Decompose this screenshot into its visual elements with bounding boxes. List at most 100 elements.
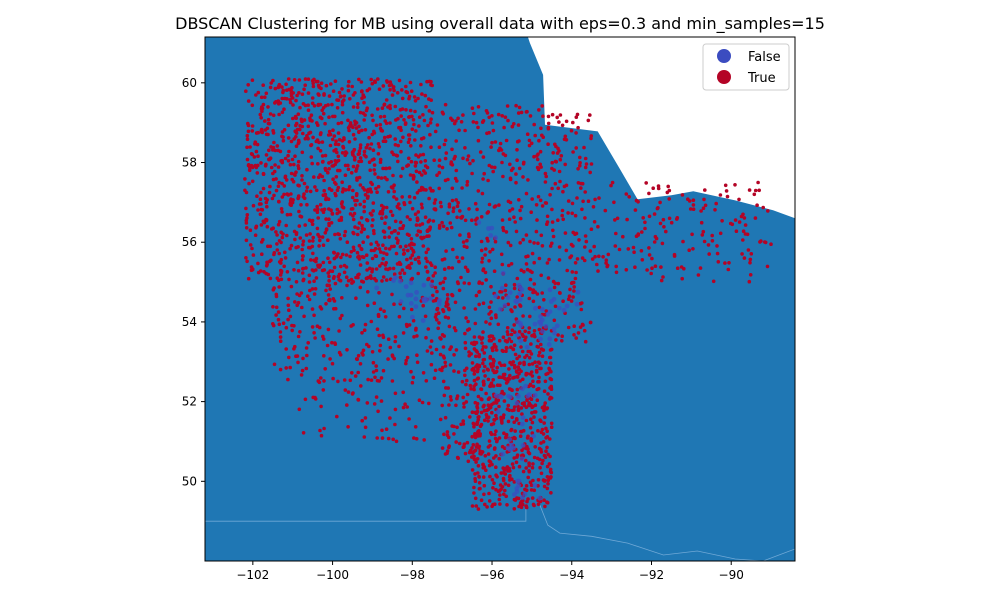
point-true-800	[382, 103, 387, 107]
point-true-174	[247, 168, 252, 172]
point-true-2852	[447, 444, 452, 448]
point-true-2659	[525, 398, 529, 403]
point-true-2663	[519, 505, 524, 510]
point-true-840	[322, 207, 327, 212]
point-true-1894	[478, 150, 483, 154]
point-true-349	[271, 226, 276, 230]
point-true-180	[346, 118, 350, 123]
point-true-2015	[592, 244, 596, 249]
point-true-1375	[374, 364, 379, 368]
point-true-337	[360, 128, 364, 133]
point-true-672	[413, 212, 418, 216]
point-true-423	[280, 96, 285, 101]
point-true-1979	[573, 232, 577, 236]
point-true-696	[359, 80, 364, 84]
point-true-1863	[564, 248, 569, 253]
point-true-2747	[491, 486, 495, 490]
point-true-1656	[432, 201, 437, 205]
point-true-1146	[310, 96, 315, 100]
point-true-980	[411, 248, 415, 253]
point-true-2410	[548, 437, 552, 441]
point-true-391	[323, 121, 327, 126]
point-true-1395	[374, 395, 379, 399]
point-true-703	[301, 102, 306, 106]
point-true-412	[333, 232, 337, 237]
point-true-514	[376, 142, 381, 146]
point-true-161	[297, 78, 302, 82]
point-true-798	[340, 151, 345, 155]
point-true-197	[321, 111, 326, 116]
point-true-1822	[536, 241, 540, 246]
point-true-1361	[435, 289, 439, 294]
point-true-1886	[487, 312, 491, 316]
point-true-972	[324, 227, 329, 231]
point-true-1426	[380, 428, 384, 433]
point-true-1394	[372, 402, 377, 406]
point-true-2326	[535, 398, 540, 403]
point-true-2131	[755, 203, 759, 207]
point-true-1222	[381, 335, 386, 340]
point-false-39	[538, 314, 543, 319]
point-true-1753	[527, 286, 532, 291]
point-true-415	[292, 268, 296, 272]
point-true-2032	[597, 196, 601, 200]
point-true-2140	[701, 229, 706, 234]
point-true-1621	[465, 245, 469, 249]
point-true-879	[256, 270, 261, 275]
point-true-493	[259, 161, 263, 165]
point-true-2186	[517, 464, 522, 469]
point-true-1437	[568, 287, 572, 292]
point-true-962	[355, 192, 359, 196]
point-true-142	[306, 108, 311, 112]
point-true-2603	[537, 379, 541, 384]
point-true-1763	[514, 103, 518, 108]
point-true-1775	[509, 168, 514, 173]
point-false-51	[538, 336, 543, 342]
point-true-2687	[549, 377, 554, 382]
point-true-1720	[521, 314, 525, 318]
point-true-2229	[498, 493, 502, 497]
point-true-1957	[532, 241, 536, 245]
point-true-481	[288, 212, 293, 217]
point-true-365	[277, 219, 282, 224]
point-true-946	[346, 126, 351, 130]
point-true-1557	[471, 158, 475, 163]
point-true-163	[318, 149, 323, 153]
point-true-783	[372, 168, 377, 172]
point-true-1539	[581, 199, 585, 204]
point-true-210	[344, 275, 349, 280]
point-true-2358	[545, 445, 549, 450]
point-true-1974	[558, 113, 563, 117]
point-true-1355	[360, 331, 364, 335]
point-true-2625	[531, 379, 535, 384]
point-true-2142	[650, 256, 654, 261]
point-false-46	[551, 326, 557, 332]
point-true-2824	[463, 340, 468, 345]
point-true-226	[343, 153, 348, 158]
y-tick-label-4: 58	[182, 156, 197, 170]
point-true-1972	[482, 171, 487, 176]
point-true-1430	[384, 427, 389, 432]
point-true-374	[300, 174, 304, 178]
point-true-2144	[690, 232, 694, 237]
points-true	[243, 77, 773, 511]
point-true-1536	[518, 241, 522, 245]
point-true-1319	[405, 324, 409, 329]
point-true-1068	[420, 205, 424, 210]
point-true-309	[367, 87, 372, 91]
point-true-1726	[580, 301, 584, 305]
point-true-1964	[508, 177, 513, 182]
point-true-1747	[553, 181, 558, 186]
point-true-966	[330, 211, 335, 216]
point-true-1638	[453, 300, 458, 305]
point-true-942	[372, 157, 376, 161]
point-true-2134	[748, 273, 753, 277]
point-true-2544	[482, 492, 486, 497]
point-true-2123	[669, 220, 674, 225]
point-true-1708	[540, 291, 544, 295]
point-true-1029	[312, 258, 316, 263]
point-true-1717	[569, 299, 574, 303]
point-true-615	[383, 119, 388, 123]
point-true-2830	[456, 370, 461, 374]
point-false-55	[518, 338, 524, 344]
